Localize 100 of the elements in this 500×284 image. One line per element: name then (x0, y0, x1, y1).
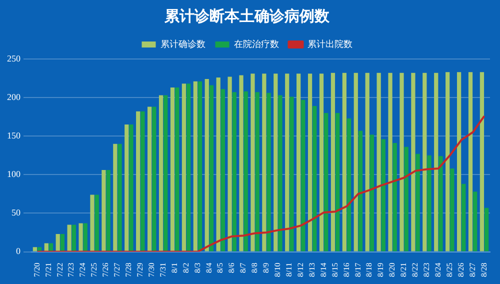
bar (106, 170, 110, 252)
x-tick-label: 8/2 (181, 262, 190, 274)
x-tick-label: 8/6 (227, 262, 236, 274)
x-tick-label: 8/1 (170, 262, 179, 274)
x-tick-label: 8/9 (262, 262, 271, 274)
bar (296, 74, 301, 252)
y-tick-label: 100 (7, 169, 21, 180)
y-tick-label: 50 (12, 208, 21, 218)
bar (450, 168, 454, 252)
bar (182, 84, 186, 252)
bar (129, 124, 134, 252)
bar (198, 81, 202, 252)
bar (468, 72, 473, 252)
bar (83, 223, 88, 252)
x-tick-label: 8/20 (388, 262, 397, 278)
legend-label: 在院治疗数 (234, 38, 279, 50)
x-tick-label: 8/17 (353, 262, 362, 278)
bar (44, 243, 48, 252)
bar (262, 74, 266, 252)
x-tick-label: 7/24 (78, 262, 88, 278)
y-tick-label: 150 (7, 130, 21, 140)
bar (78, 223, 83, 252)
bar (140, 111, 145, 252)
x-tick-label: 8/26 (456, 262, 466, 278)
bar (404, 146, 408, 252)
x-tick-label: 7/26 (101, 262, 110, 278)
x-tick-label: 7/30 (146, 262, 156, 278)
bar (381, 139, 386, 252)
bar (72, 224, 76, 252)
bar (148, 106, 152, 252)
x-tick-label: 8/11 (284, 262, 294, 277)
x-tick-label: 7/29 (135, 262, 144, 278)
bar (60, 234, 65, 252)
chart-title: 累计诊断本土确诊病例数 (164, 6, 330, 25)
bar (370, 134, 374, 252)
bar (164, 95, 168, 252)
bar (400, 72, 404, 252)
bar (94, 194, 99, 252)
x-tick-label: 8/8 (250, 262, 260, 274)
bar (193, 81, 198, 252)
x-tick-label: 7/23 (66, 262, 76, 278)
bar (102, 170, 106, 252)
bar (456, 72, 462, 252)
bar (438, 156, 443, 252)
bar (365, 72, 370, 252)
bar (434, 72, 438, 252)
bar (250, 74, 255, 252)
bar (330, 72, 336, 252)
bar (232, 92, 236, 252)
x-tick-label: 7/25 (90, 262, 99, 278)
bar (446, 72, 450, 252)
bar (416, 154, 420, 252)
bar (411, 72, 416, 252)
x-tick-label: 7/20 (32, 262, 42, 278)
bar (462, 184, 466, 252)
bar (358, 130, 363, 252)
bar (392, 143, 397, 252)
x-tick-label: 8/22 (410, 262, 420, 278)
x-tick-label: 7/27 (112, 262, 122, 278)
x-tick-label: 7/28 (124, 262, 134, 278)
x-tick-label: 8/19 (376, 262, 386, 278)
bar (67, 224, 72, 252)
bar (124, 124, 129, 252)
legend-label: 累计出院数 (307, 38, 352, 50)
bar (136, 111, 140, 252)
bar (290, 96, 294, 252)
bar (48, 243, 54, 252)
x-tick-label: 8/14 (318, 262, 328, 278)
bar (308, 74, 312, 252)
x-tick-label: 8/13 (307, 262, 316, 278)
bar (255, 92, 260, 252)
bar (220, 89, 225, 252)
bar (228, 76, 232, 252)
bar (354, 72, 358, 252)
x-tick-label: 7/22 (55, 262, 64, 278)
bar (278, 95, 282, 252)
x-tick-label: 8/24 (434, 262, 443, 278)
x-tick-label: 8/10 (273, 262, 282, 278)
bar (186, 84, 191, 252)
bar (274, 74, 278, 252)
y-tick-label: 250 (7, 53, 21, 64)
y-tick-label: 200 (7, 92, 21, 102)
bar (388, 72, 392, 252)
x-tick-label: 7/31 (158, 262, 168, 278)
x-tick-label: 8/23 (422, 262, 432, 278)
x-tick-label: 8/12 (296, 262, 305, 278)
bar (346, 118, 352, 252)
bar (204, 79, 209, 252)
bar (473, 192, 478, 252)
x-tick-label: 8/27 (468, 262, 477, 278)
bar (239, 75, 244, 252)
bar (90, 194, 94, 252)
x-tick-label: 8/16 (342, 262, 351, 278)
bar (319, 74, 324, 252)
x-tick-label: 8/4 (204, 262, 214, 274)
bar (484, 208, 489, 252)
bar (301, 100, 306, 252)
bar (335, 112, 340, 252)
legend-label: 累计确诊数 (160, 38, 206, 50)
bar (175, 88, 180, 252)
